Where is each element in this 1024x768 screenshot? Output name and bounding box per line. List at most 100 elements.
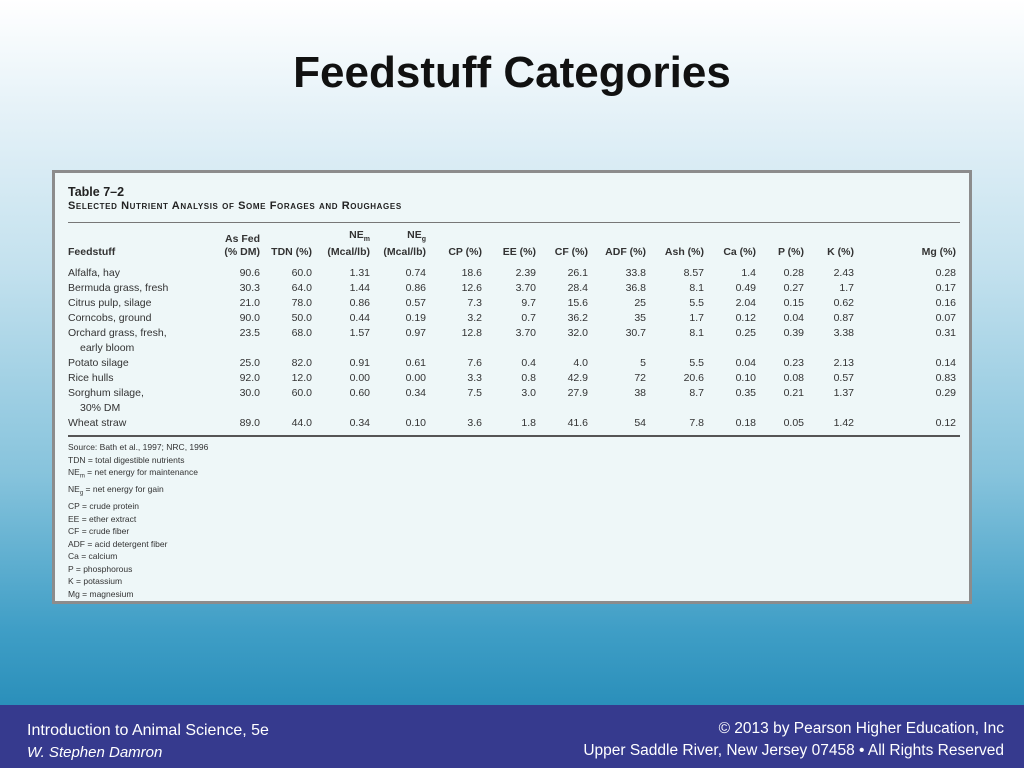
table-cell: 1.7 bbox=[839, 282, 854, 294]
feedstuff-name: Orchard grass, fresh, early bloom bbox=[68, 326, 210, 356]
table-cell: 0.18 bbox=[735, 417, 756, 429]
table-cell: 12.0 bbox=[291, 372, 312, 384]
header-nem: NEm (Mcal/lb) bbox=[316, 223, 374, 263]
feedstuff-name: Alfalfa, hay bbox=[68, 263, 210, 281]
table-cell: 92.0 bbox=[239, 372, 260, 384]
table-cell: 0.21 bbox=[783, 387, 804, 399]
table-cell: 0.31 bbox=[935, 327, 956, 339]
table-cell: 42.9 bbox=[567, 372, 588, 384]
table-cell: 2.04 bbox=[735, 297, 756, 309]
feedstuff-name: Rice hulls bbox=[68, 371, 210, 386]
table-cell: 44.0 bbox=[291, 417, 312, 429]
table-cell: 7.8 bbox=[689, 417, 704, 429]
legend-k: K = potassium bbox=[68, 576, 123, 587]
header-neg-sub: g bbox=[421, 236, 426, 243]
header-ca: Ca (%) bbox=[723, 246, 756, 258]
table-cell: 0.12 bbox=[735, 312, 756, 324]
table-cell: 32.0 bbox=[567, 327, 588, 339]
legend-neg-text: = net energy for gain bbox=[83, 484, 164, 495]
table-cell: 38 bbox=[634, 387, 646, 399]
table-cell: 0.62 bbox=[833, 297, 854, 309]
table-cell: 28.4 bbox=[567, 282, 588, 294]
table-cell: 35 bbox=[634, 312, 646, 324]
header-cf: CF (%) bbox=[554, 246, 588, 258]
table-cell: 2.43 bbox=[833, 267, 854, 279]
table-row: Rice hulls 92.0 12.0 0.00 0.00 3.3 0.8 42.9 72 20… bbox=[68, 371, 960, 386]
table-cell: 36.8 bbox=[625, 282, 646, 294]
table-cell: 0.4 bbox=[521, 357, 536, 369]
table-cell: 0.7 bbox=[521, 312, 536, 324]
feedstuff-name-line1: Rice hulls bbox=[68, 372, 114, 384]
header-p: P (%) bbox=[777, 246, 804, 258]
header-ash: Ash (%) bbox=[664, 246, 704, 258]
table-cell: 25.0 bbox=[239, 357, 260, 369]
table-cell: 0.29 bbox=[935, 387, 956, 399]
legend-tdn: TDN = total digestible nutrients bbox=[68, 454, 185, 465]
table-cell: 78.0 bbox=[291, 297, 312, 309]
table-cell: 5.5 bbox=[689, 297, 704, 309]
table-cell: 0.04 bbox=[783, 312, 804, 324]
header-as-fed-line2: (% DM) bbox=[224, 246, 260, 258]
table-row: Citrus pulp, silage 21.0 78.0 0.86 0.57 7.3 9.… bbox=[68, 296, 960, 311]
table-cell: 41.6 bbox=[567, 417, 588, 429]
table-cell: 89.0 bbox=[239, 417, 260, 429]
table-cell: 8.1 bbox=[689, 282, 704, 294]
table-title: Selected Nutrient Analysis of Some Forag… bbox=[68, 200, 402, 212]
header-row: Feedstuff As Fed (% DM) TDN (%) NEm (Mcal/… bbox=[68, 223, 960, 263]
table-bottom-rule bbox=[68, 435, 960, 437]
table-cell: 0.57 bbox=[405, 297, 426, 309]
header-nem-sub: m bbox=[363, 236, 370, 243]
legend-source: Source: Bath et al., 1997; NRC, 1996 bbox=[68, 442, 209, 452]
table-cell: 8.57 bbox=[683, 267, 704, 279]
table-cell: 0.23 bbox=[783, 357, 804, 369]
header-nem-base: NE bbox=[349, 228, 364, 241]
feedstuff-name-line2: early bloom bbox=[80, 342, 135, 354]
header-k: K (%) bbox=[827, 246, 854, 258]
feedstuff-name: Citrus pulp, silage bbox=[68, 296, 210, 311]
table-cell: 0.34 bbox=[405, 387, 426, 399]
legend-neg: NEg = net energy for gain bbox=[68, 483, 960, 500]
table-cell: 12.6 bbox=[461, 282, 482, 294]
header-mg: Mg (%) bbox=[921, 246, 956, 258]
legend-nem: NEm = net energy for maintenance bbox=[68, 466, 960, 483]
table-legend: Source: Bath et al., 1997; NRC, 1996 TDN… bbox=[68, 441, 960, 600]
table-cell: 1.4 bbox=[741, 267, 756, 279]
table-cell: 90.0 bbox=[239, 312, 260, 324]
table-cell: 3.70 bbox=[515, 327, 536, 339]
table-cell: 36.2 bbox=[567, 312, 588, 324]
feedstuff-name-line1: Potato silage bbox=[68, 357, 129, 369]
table-cell: 12.8 bbox=[461, 327, 482, 339]
table-cell: 1.31 bbox=[349, 267, 370, 279]
table-cell: 0.15 bbox=[783, 297, 804, 309]
table-cell: 0.97 bbox=[405, 327, 426, 339]
table-cell: 2.39 bbox=[515, 267, 536, 279]
table-cell: 0.12 bbox=[935, 417, 956, 429]
table-content: Table 7–2 Selected Nutrient Analysis of … bbox=[68, 185, 960, 600]
table-cell: 0.39 bbox=[783, 327, 804, 339]
header-neg-base: NE bbox=[407, 228, 422, 241]
table-cell: 26.1 bbox=[567, 267, 588, 279]
nutrient-table: Feedstuff As Fed (% DM) TDN (%) NEm (Mcal/… bbox=[68, 223, 960, 435]
table-cell: 7.5 bbox=[467, 387, 482, 399]
feedstuff-name: Corncobs, ground bbox=[68, 311, 210, 326]
table-cell: 0.74 bbox=[405, 267, 426, 279]
header-as-fed-line1: As Fed bbox=[224, 233, 260, 245]
table-cell: 7.3 bbox=[467, 297, 482, 309]
table-cell: 0.17 bbox=[935, 282, 956, 294]
table-cell: 4.0 bbox=[573, 357, 588, 369]
table-cell: 0.00 bbox=[405, 372, 426, 384]
legend-ee: EE = ether extract bbox=[68, 513, 137, 524]
header-nem-unit: (Mcal/lb) bbox=[327, 246, 370, 258]
table-cell: 50.0 bbox=[291, 312, 312, 324]
legend-p: P = phosphorous bbox=[68, 563, 133, 574]
table-cell: 21.0 bbox=[239, 297, 260, 309]
header-feedstuff: Feedstuff bbox=[68, 246, 116, 258]
table-cell: 0.00 bbox=[349, 372, 370, 384]
feedstuff-name-line1: Citrus pulp, silage bbox=[68, 297, 152, 309]
slide-title: Feedstuff Categories bbox=[293, 48, 731, 97]
table-cell: 0.87 bbox=[833, 312, 854, 324]
table-top-rule bbox=[68, 222, 960, 223]
table-row: Sorghum silage, 30% DM 30.0 60.0 0.60 0.34 7.5… bbox=[68, 386, 960, 416]
table-cell: 90.6 bbox=[239, 267, 260, 279]
legend-mg: Mg = magnesium bbox=[68, 588, 134, 599]
